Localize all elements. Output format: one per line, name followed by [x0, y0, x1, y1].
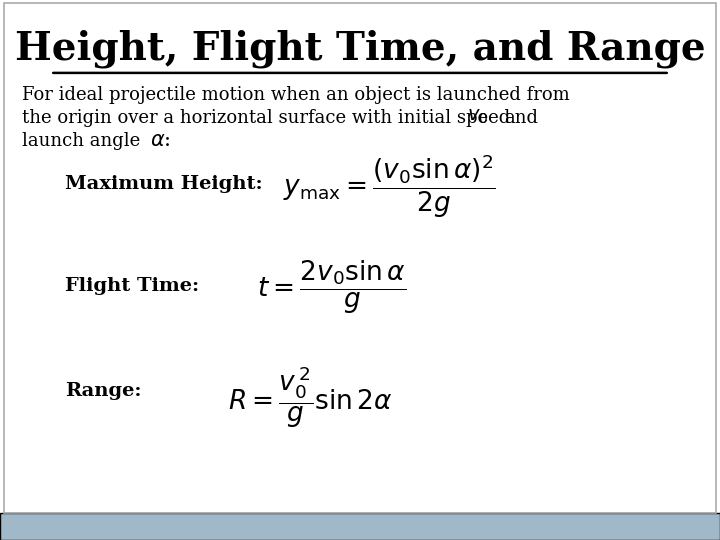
Text: Flight Time:: Flight Time:: [65, 277, 199, 295]
Text: Range:: Range:: [65, 382, 141, 401]
Text: $y_{\mathrm{max}} = \dfrac{(v_0 \sin\alpha)^2}{2g}$: $y_{\mathrm{max}} = \dfrac{(v_0 \sin\alp…: [282, 153, 495, 220]
Text: $v_0$: $v_0$: [467, 108, 488, 126]
Text: and: and: [504, 109, 538, 127]
Text: Maximum Height:: Maximum Height:: [65, 174, 262, 193]
Text: the origin over a horizontal surface with initial speed: the origin over a horizontal surface wit…: [22, 109, 510, 127]
FancyBboxPatch shape: [0, 513, 720, 540]
Text: $\alpha$:: $\alpha$:: [150, 131, 171, 150]
Text: launch angle: launch angle: [22, 132, 140, 150]
Text: $R = \dfrac{v_0^{\,2}}{g}\sin 2\alpha$: $R = \dfrac{v_0^{\,2}}{g}\sin 2\alpha$: [228, 364, 392, 429]
Text: Height, Flight Time, and Range: Height, Flight Time, and Range: [14, 30, 706, 68]
Text: $t = \dfrac{2v_0 \sin\alpha}{g}$: $t = \dfrac{2v_0 \sin\alpha}{g}$: [256, 259, 406, 316]
Text: For ideal projectile motion when an object is launched from: For ideal projectile motion when an obje…: [22, 86, 570, 104]
